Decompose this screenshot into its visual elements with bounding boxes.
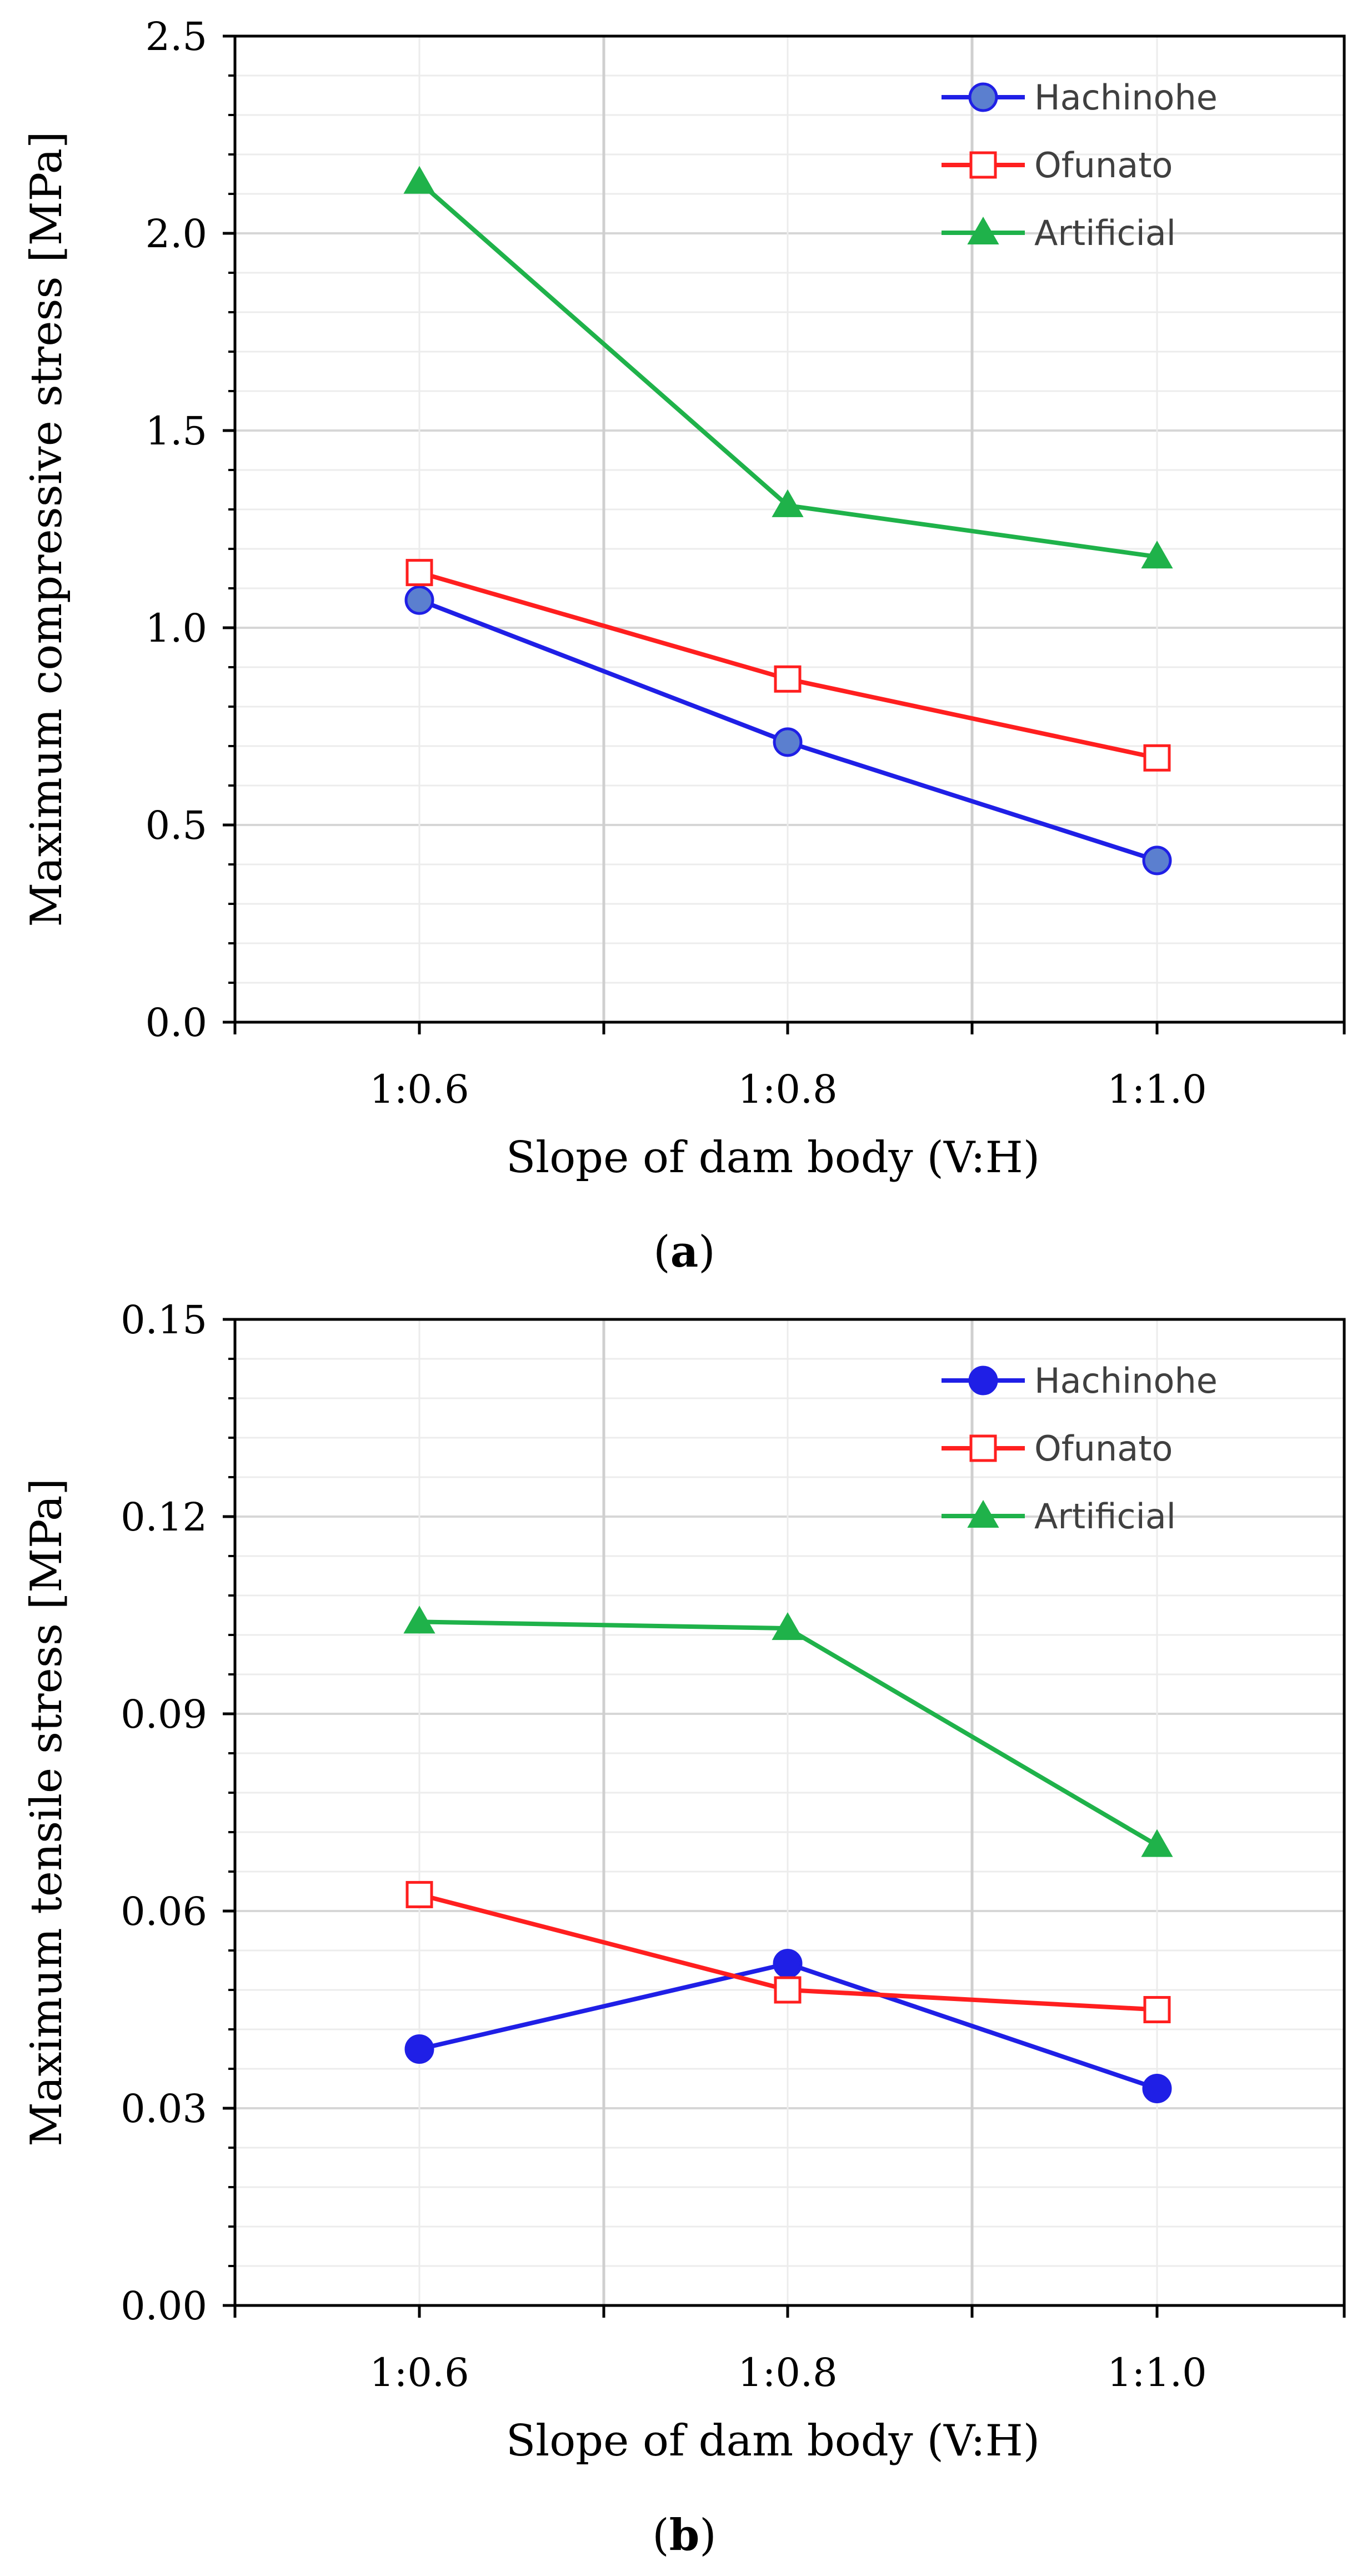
data-point-artificial xyxy=(403,1605,435,1634)
y-tick-label: 1.5 xyxy=(146,408,207,454)
x-tick-label: 1:1.0 xyxy=(1107,1067,1206,1112)
series-hachinohe xyxy=(404,1949,1172,2103)
y-tick-label: 2.0 xyxy=(146,211,207,257)
x-tick-label: 1:0.6 xyxy=(369,2350,469,2395)
caption-paren: ) xyxy=(698,1227,715,1277)
y-tick-label: 0.0 xyxy=(146,1000,207,1046)
y-tick-label: 0.15 xyxy=(121,1297,207,1343)
plot-area-frame xyxy=(233,34,1346,1024)
legend-label-ofunato: Ofunato xyxy=(1034,1428,1173,1469)
data-point-hachinohe xyxy=(1142,846,1172,876)
data-point-artificial xyxy=(403,166,435,194)
data-point-artificial xyxy=(1141,1829,1173,1857)
legend-marker-ofunato xyxy=(969,1434,997,1462)
data-point-ofunato xyxy=(1143,1996,1171,2023)
legend-marker-artificial xyxy=(967,1499,999,1528)
data-point-hachinohe xyxy=(773,1949,803,1979)
y-tick-label: 0.00 xyxy=(121,2283,207,2329)
caption-paren: ( xyxy=(652,2510,669,2560)
legend-marker-hachinohe xyxy=(968,1365,998,1395)
gridlines xyxy=(234,35,1345,1022)
y-tick-label: 0.12 xyxy=(121,1494,207,1540)
caption-paren: ) xyxy=(699,2510,716,2560)
data-point-hachinohe xyxy=(773,727,803,757)
y-tick-label: 0.5 xyxy=(146,803,207,848)
panel-caption: (b) xyxy=(652,2510,716,2560)
y-axis-title: Maximum compressive stress [MPa] xyxy=(22,131,72,927)
caption-letter: a xyxy=(670,1227,699,1277)
chart-panel-b: 0.00 0.03 0.06 0.09 0.12 0.15 1:0.6 1:0.8 1:1.0 S… xyxy=(22,1297,1346,2560)
legend-label-hachinohe: Hachinohe xyxy=(1034,77,1218,118)
legend-marker-hachinohe xyxy=(968,82,998,112)
data-point-hachinohe xyxy=(404,585,434,615)
x-tick-label: 1:0.8 xyxy=(738,1067,837,1112)
x-tick-label: 1:0.8 xyxy=(738,2350,837,2395)
series-ofunato xyxy=(405,1880,1171,2023)
data-point-ofunato xyxy=(405,1880,433,1908)
data-point-hachinohe xyxy=(404,2034,434,2064)
data-point-ofunato xyxy=(774,665,802,693)
series-artificial xyxy=(403,1605,1173,1857)
gridlines xyxy=(234,1318,1345,2305)
legend-marker-ofunato xyxy=(969,151,997,179)
x-axis-title: Slope of dam body (V:H) xyxy=(506,1133,1040,1183)
x-tick-label: 1:0.6 xyxy=(369,1067,469,1112)
caption-paren: ( xyxy=(653,1227,670,1277)
y-tick-label: 1.0 xyxy=(146,606,207,651)
data-point-artificial xyxy=(1141,541,1173,569)
chart-panel-a: 0.0 0.5 1.0 1.5 2.0 2.5 1:0.6 1:0.8 1:1.0 Slope o… xyxy=(22,14,1346,1277)
legend-label-ofunato: Ofunato xyxy=(1034,145,1173,186)
data-point-hachinohe xyxy=(1142,2074,1172,2103)
y-tick-label: 0.09 xyxy=(121,1692,207,1737)
series-hachinohe xyxy=(404,585,1172,876)
y-tick-label: 0.06 xyxy=(121,1889,207,1934)
data-point-ofunato xyxy=(1143,744,1171,772)
legend-label-hachinohe: Hachinohe xyxy=(1034,1360,1218,1401)
legend: Hachinohe Ofunato Artificial xyxy=(942,77,1218,253)
legend-marker-artificial xyxy=(967,216,999,244)
legend-label-artificial: Artificial xyxy=(1034,213,1176,253)
x-tick-label: 1:1.0 xyxy=(1107,2350,1206,2395)
data-point-artificial xyxy=(772,489,804,517)
series-artificial xyxy=(403,166,1173,569)
x-axis-title: Slope of dam body (V:H) xyxy=(506,2416,1040,2466)
series-ofunato xyxy=(405,559,1171,772)
data-point-artificial xyxy=(772,1612,804,1640)
y-tick-label: 2.5 xyxy=(146,14,207,59)
panel-caption: (a) xyxy=(653,1227,715,1277)
legend: Hachinohe Ofunato Artificial xyxy=(942,1360,1218,1537)
data-point-ofunato xyxy=(774,1976,802,2004)
data-point-ofunato xyxy=(405,559,433,587)
plot-area-frame xyxy=(233,1318,1346,2307)
y-tick-label: 0.03 xyxy=(121,2086,207,2132)
legend-label-artificial: Artificial xyxy=(1034,1496,1176,1537)
caption-letter: b xyxy=(669,2510,700,2560)
y-axis-title: Maximum tensile stress [MPa] xyxy=(22,1478,72,2147)
